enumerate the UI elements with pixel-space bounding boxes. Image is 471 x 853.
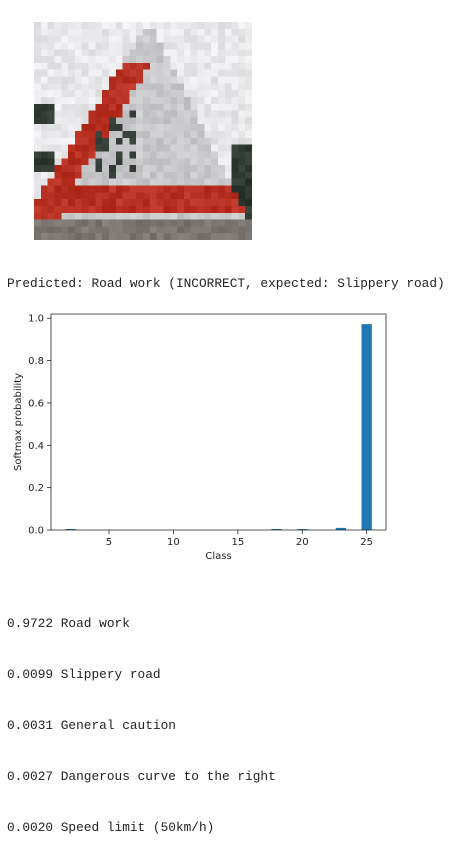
softmax-probability-chart: 5 10 15 20 25 0.0 0.2 0.4 0.6 0.8 1.0 Class Softm… — [13, 313, 387, 562]
axes-frame — [50, 313, 387, 531]
bar-class-20 — [297, 529, 308, 530]
input-sign-image — [34, 22, 252, 240]
x-tick-label: 25 — [360, 537, 373, 548]
top5-item: 0.0031 General caution — [7, 718, 176, 733]
x-tick-label: 10 — [167, 537, 180, 548]
y-ticks: 0.0 0.2 0.4 0.6 0.8 1.0 — [28, 314, 51, 537]
y-axis-label: Softmax probability — [13, 373, 24, 471]
prediction-result-text: Predicted: Road work (INCORRECT, expecte… — [7, 276, 445, 291]
plot-area — [51, 314, 386, 530]
x-tick-label: 15 — [231, 537, 244, 548]
top5-item: 0.0020 Speed limit (50km/h) — [7, 820, 215, 835]
y-tick-label: 1.0 — [28, 314, 44, 325]
x-ticks: 5 10 15 20 25 — [106, 530, 373, 548]
y-tick-label: 0.8 — [28, 356, 44, 367]
top5-item: 0.0027 Dangerous curve to the right — [7, 769, 276, 784]
y-tick-label: 0.2 — [28, 483, 44, 494]
bar-class-2 — [65, 529, 76, 530]
bar-class-18 — [271, 529, 282, 530]
bars-layer — [65, 324, 372, 530]
bar-class-25 — [361, 324, 372, 530]
bar-class-23 — [335, 527, 347, 530]
top5-predictions-list: 0.9722 Road work 0.0099 Slippery road 0.… — [7, 581, 276, 853]
x-tick-label: 20 — [296, 537, 309, 548]
top5-item: 0.9722 Road work — [7, 616, 130, 631]
y-tick-label: 0.4 — [28, 441, 44, 452]
top5-item: 0.0099 Slippery road — [7, 667, 161, 682]
x-tick-label: 5 — [106, 537, 112, 548]
x-axis-label: Class — [205, 551, 231, 562]
y-tick-label: 0.0 — [28, 526, 44, 537]
y-tick-label: 0.6 — [28, 398, 44, 409]
